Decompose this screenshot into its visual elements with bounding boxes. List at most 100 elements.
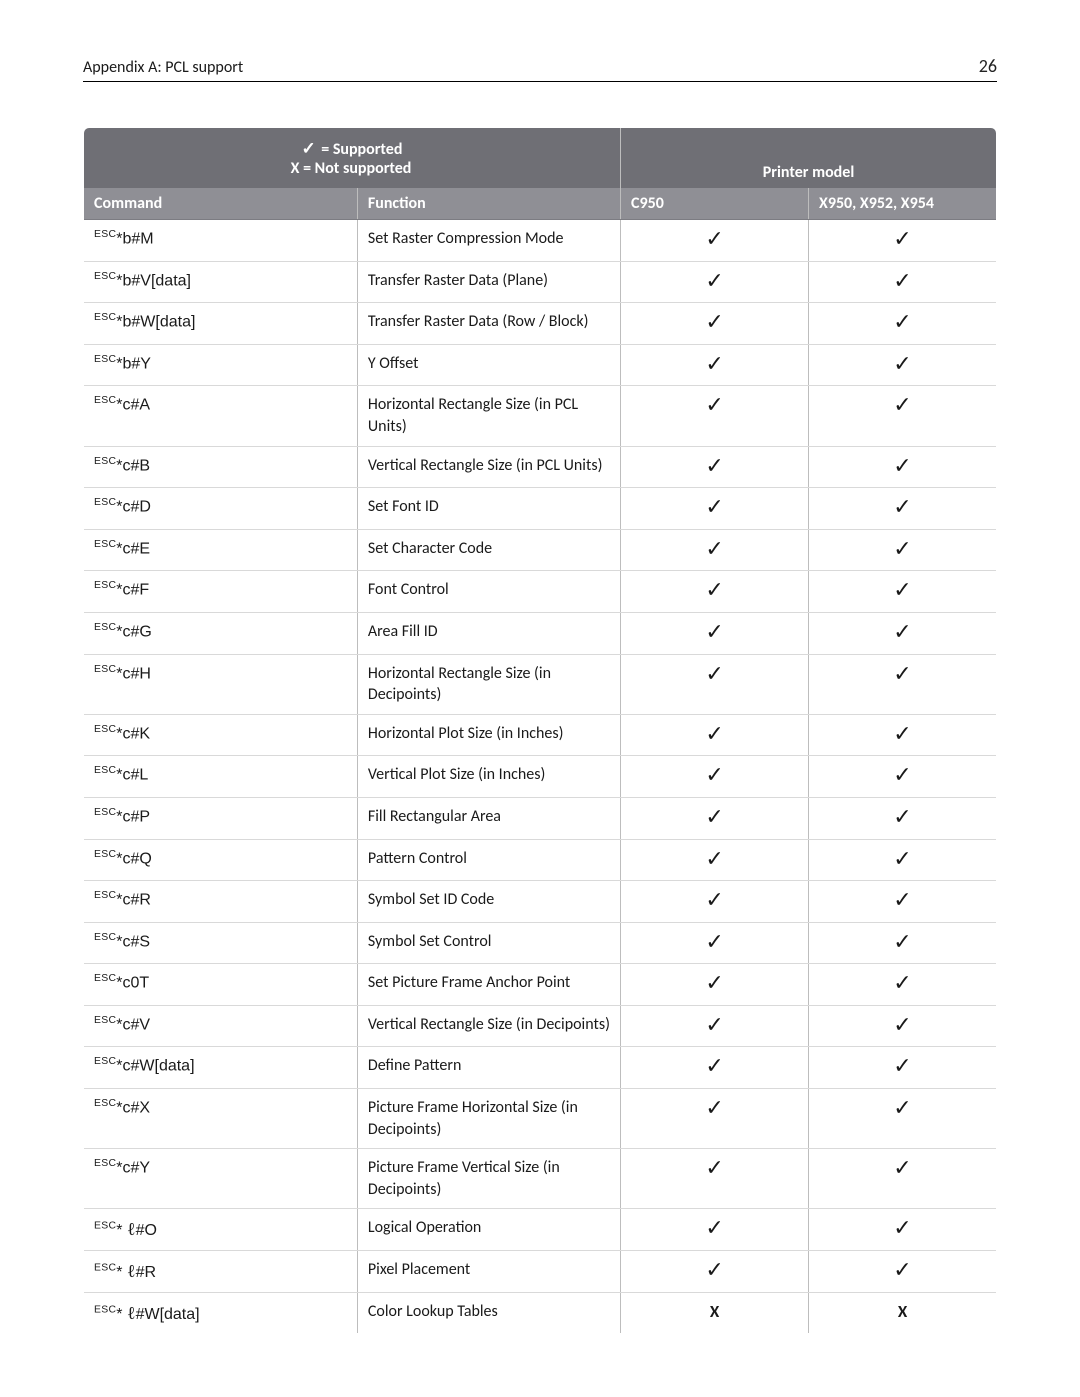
esc-prefix: ESC: [94, 1098, 116, 1109]
command-cell: ESC*c#A: [84, 386, 358, 446]
command-cell: ESC*c#X: [84, 1089, 358, 1149]
esc-prefix: ESC: [94, 229, 116, 240]
support-model1: ✓: [621, 571, 809, 613]
support-model1: ✓: [621, 1089, 809, 1149]
command-cell: ESC*c#S: [84, 922, 358, 964]
function-cell: Area Fill ID: [357, 612, 620, 654]
esc-prefix: ESC: [94, 1056, 116, 1067]
support-model2: ✓: [809, 261, 997, 303]
table-row: ESC*c#AHorizontal Rectangle Size (in PCL…: [84, 386, 997, 446]
esc-prefix: ESC: [94, 724, 116, 735]
function-cell: Symbol Set Control: [357, 922, 620, 964]
esc-prefix: ESC: [94, 1015, 116, 1026]
col-model2: X950, X952, X954: [809, 188, 997, 220]
support-model1: ✓: [621, 797, 809, 839]
check-icon: ✓: [705, 618, 723, 645]
check-icon: ✓: [705, 886, 723, 913]
command-text: *c#P: [116, 808, 150, 825]
table-row: ESC*c#HHorizontal Rectangle Size (in Dec…: [84, 654, 997, 714]
function-cell: Color Lookup Tables: [357, 1292, 620, 1334]
command-text: *c#Q: [116, 850, 152, 867]
esc-prefix: ESC: [94, 354, 116, 365]
command-cell: ESC*c#Y: [84, 1149, 358, 1209]
page-number: 26: [979, 55, 997, 77]
table-row: ESC*b#YY Offset✓✓: [84, 344, 997, 386]
support-model1: ✓: [621, 612, 809, 654]
x-icon: X: [898, 1301, 907, 1322]
support-model2: ✓: [809, 1005, 997, 1047]
support-model2: ✓: [809, 654, 997, 714]
support-model2: ✓: [809, 529, 997, 571]
esc-prefix: ESC: [94, 765, 116, 776]
esc-prefix: ESC: [94, 456, 116, 467]
command-cell: ESC*c#Q: [84, 839, 358, 881]
col-function: Function: [357, 188, 620, 220]
command-text: *c#H: [116, 665, 151, 682]
command-cell: ESC*b#M: [84, 220, 358, 262]
check-icon: ✓: [705, 225, 723, 252]
legend-row: ✓ = Supported X = Not supported Printer …: [84, 128, 997, 189]
esc-prefix: ESC: [94, 395, 116, 406]
esc-prefix: ESC: [94, 1221, 116, 1232]
support-model2: ✓: [809, 446, 997, 488]
support-model2: ✓: [809, 344, 997, 386]
check-icon: ✓: [300, 138, 318, 159]
command-cell: ESC*c#L: [84, 756, 358, 798]
function-cell: Font Control: [357, 571, 620, 613]
support-model2: ✓: [809, 714, 997, 756]
command-text: *c#B: [116, 457, 150, 474]
support-model2: ✓: [809, 220, 997, 262]
table-row: ESC*c#SSymbol Set Control ✓ ✓: [84, 922, 997, 964]
check-icon: ✓: [705, 1094, 723, 1121]
check-icon: ✓: [893, 452, 911, 479]
check-icon: ✓: [705, 1052, 723, 1079]
support-model1: ✓: [621, 488, 809, 530]
esc-prefix: ESC: [94, 1304, 116, 1315]
support-model1: ✓: [621, 1047, 809, 1089]
check-icon: ✓: [893, 803, 911, 830]
function-cell: Define Pattern: [357, 1047, 620, 1089]
printer-model-header: Printer model: [621, 128, 997, 189]
support-model2: ✓: [809, 303, 997, 345]
support-model2: ✓: [809, 756, 997, 798]
esc-prefix: ESC: [94, 271, 116, 282]
support-model2: ✓: [809, 881, 997, 923]
check-icon: ✓: [705, 267, 723, 294]
table-row: ESC*c#W[data]Define Pattern✓✓: [84, 1047, 997, 1089]
function-cell: Vertical Rectangle Size (in Decipoints): [357, 1005, 620, 1047]
support-model1: ✓: [621, 1251, 809, 1293]
support-model2: ✓: [809, 964, 997, 1006]
function-cell: Vertical Rectangle Size (in PCL Units): [357, 446, 620, 488]
esc-prefix: ESC: [94, 973, 116, 984]
check-icon: ✓: [705, 928, 723, 955]
check-icon: ✓: [893, 308, 911, 335]
command-text: *b#Y: [116, 355, 151, 372]
command-text: *b#M: [116, 230, 153, 247]
command-text: *c#V: [116, 1016, 150, 1033]
support-model1: ✓: [621, 756, 809, 798]
script-l-icon: ℓ: [127, 1261, 136, 1281]
command-cell: ESC* ℓ#O: [84, 1209, 358, 1251]
check-icon: ✓: [705, 720, 723, 747]
esc-prefix: ESC: [94, 1263, 116, 1274]
table-row: ESC*c#B Vertical Rectangle Size (in PCL U…: [84, 446, 997, 488]
esc-prefix: ESC: [94, 932, 116, 943]
command-text: *c#D: [116, 498, 151, 515]
check-icon: ✓: [705, 969, 723, 996]
page-header: Appendix A: PCL support 26: [83, 55, 997, 82]
support-model2: ✓: [809, 922, 997, 964]
check-icon: ✓: [705, 1214, 723, 1241]
check-icon: ✓: [705, 1154, 723, 1181]
check-icon: ✓: [705, 535, 723, 562]
command-cell: ESC*c#R: [84, 881, 358, 923]
command-cell: ESC*b#Y: [84, 344, 358, 386]
command-text: #W[data]: [136, 1306, 200, 1323]
check-icon: ✓: [893, 535, 911, 562]
command-text: *c#F: [116, 582, 149, 599]
command-text: *c#W[data]: [116, 1058, 194, 1075]
esc-prefix: ESC: [94, 664, 116, 675]
command-text: *c#X: [116, 1099, 150, 1116]
support-model1: ✓: [621, 839, 809, 881]
command-cell: ESC*c#K: [84, 714, 358, 756]
esc-prefix: ESC: [94, 497, 116, 508]
